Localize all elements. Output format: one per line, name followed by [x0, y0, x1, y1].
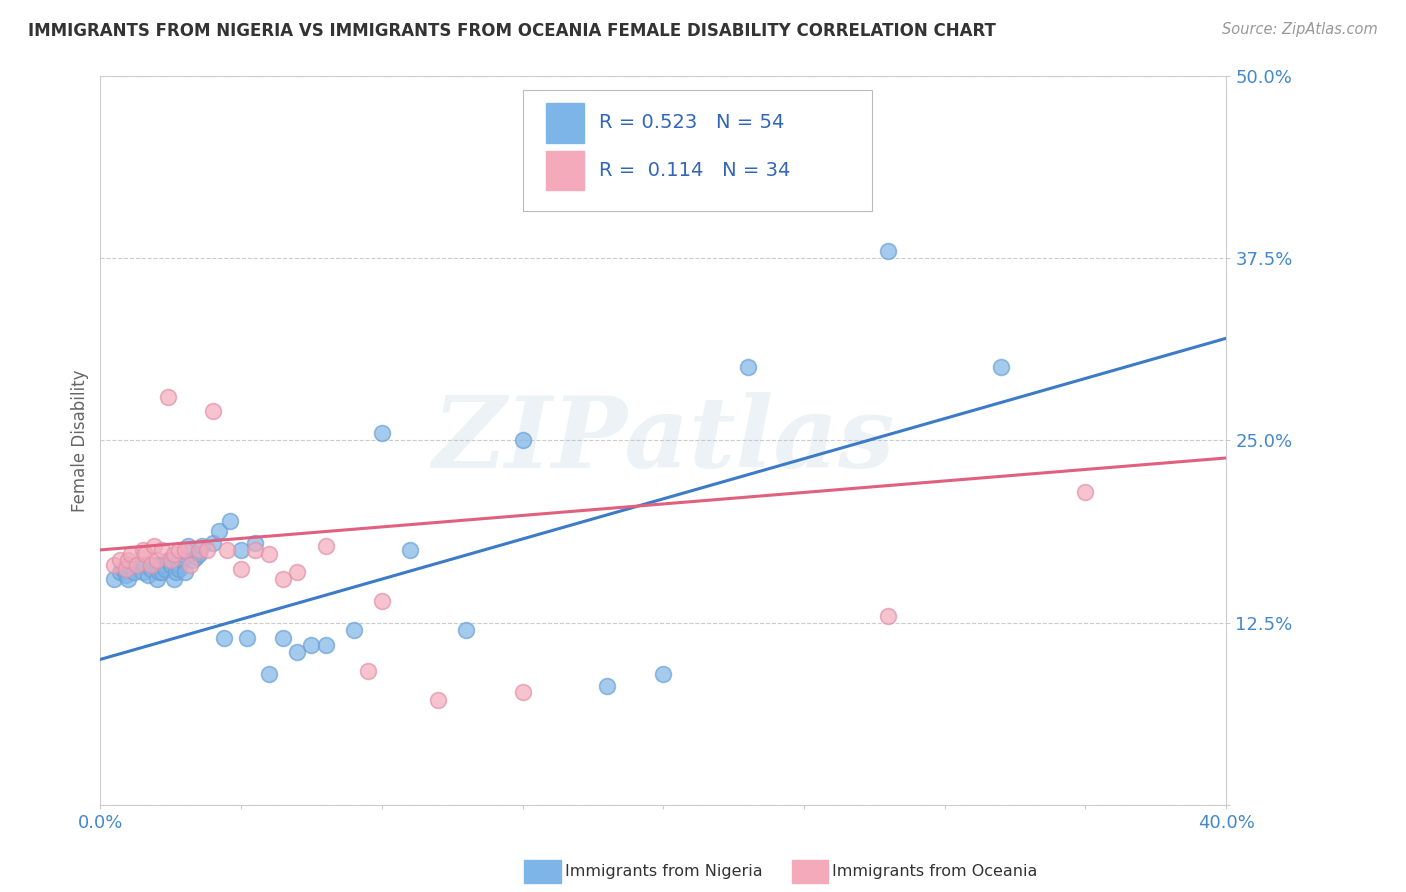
Point: [243, 543, 266, 558]
FancyBboxPatch shape: [523, 90, 872, 211]
Point: [596, 679, 619, 693]
Point: [212, 631, 235, 645]
Point: [243, 535, 266, 549]
Point: [108, 553, 131, 567]
Point: [120, 547, 142, 561]
Point: [184, 550, 207, 565]
Point: [142, 539, 165, 553]
Point: [287, 565, 309, 579]
Point: [315, 539, 337, 553]
Point: [117, 558, 139, 572]
Text: R =  0.114   N = 34: R = 0.114 N = 34: [599, 161, 790, 180]
Point: [150, 543, 173, 558]
Point: [427, 693, 450, 707]
Point: [145, 553, 167, 567]
Text: IMMIGRANTS FROM NIGERIA VS IMMIGRANTS FROM OCEANIA FEMALE DISABILITY CORRELATION: IMMIGRANTS FROM NIGERIA VS IMMIGRANTS FR…: [28, 22, 995, 40]
Point: [652, 667, 675, 681]
Point: [877, 608, 900, 623]
Point: [201, 404, 224, 418]
Point: [148, 565, 170, 579]
Point: [125, 558, 148, 572]
Point: [117, 572, 139, 586]
Point: [187, 543, 209, 558]
Point: [156, 553, 179, 567]
Point: [371, 594, 394, 608]
Point: [153, 562, 176, 576]
Point: [181, 553, 204, 567]
Point: [512, 434, 534, 448]
Point: [134, 558, 156, 572]
Point: [173, 565, 195, 579]
Text: Immigrants from Nigeria: Immigrants from Nigeria: [565, 864, 763, 879]
Point: [229, 562, 252, 576]
Point: [145, 572, 167, 586]
Point: [162, 572, 184, 586]
Point: [136, 567, 159, 582]
Point: [287, 645, 309, 659]
Point: [156, 390, 179, 404]
Point: [271, 631, 294, 645]
Point: [173, 543, 195, 558]
Point: [159, 558, 181, 572]
Point: [1074, 484, 1097, 499]
Point: [179, 558, 201, 572]
Point: [122, 565, 145, 579]
FancyBboxPatch shape: [546, 151, 585, 190]
Text: R = 0.523   N = 54: R = 0.523 N = 54: [599, 113, 785, 132]
Point: [111, 562, 134, 576]
Point: [315, 638, 337, 652]
Point: [271, 572, 294, 586]
Point: [114, 567, 136, 582]
Point: [512, 684, 534, 698]
Point: [142, 558, 165, 572]
Point: [195, 543, 218, 558]
Point: [162, 547, 184, 561]
Point: [167, 558, 190, 572]
Point: [301, 638, 323, 652]
Point: [990, 360, 1012, 375]
Point: [187, 547, 209, 561]
Point: [134, 547, 156, 561]
Point: [190, 539, 212, 553]
Point: [371, 426, 394, 441]
Point: [131, 565, 153, 579]
Point: [207, 524, 229, 538]
Point: [167, 562, 190, 576]
Point: [737, 360, 759, 375]
Point: [201, 535, 224, 549]
Point: [150, 558, 173, 572]
Point: [343, 624, 366, 638]
Point: [139, 558, 162, 572]
Point: [170, 553, 193, 567]
Text: Source: ZipAtlas.com: Source: ZipAtlas.com: [1222, 22, 1378, 37]
Point: [877, 244, 900, 258]
Point: [257, 547, 280, 561]
Point: [150, 565, 173, 579]
Point: [257, 667, 280, 681]
Point: [176, 539, 198, 553]
Point: [108, 565, 131, 579]
Text: Immigrants from Oceania: Immigrants from Oceania: [832, 864, 1038, 879]
Point: [139, 562, 162, 576]
Point: [103, 558, 125, 572]
Point: [235, 631, 257, 645]
Point: [229, 543, 252, 558]
Text: ZIPatlas: ZIPatlas: [432, 392, 894, 489]
Point: [357, 664, 380, 678]
Point: [215, 543, 238, 558]
Point: [117, 553, 139, 567]
Point: [125, 558, 148, 572]
Point: [399, 543, 422, 558]
Y-axis label: Female Disability: Female Disability: [72, 369, 89, 512]
Point: [159, 553, 181, 567]
Point: [114, 562, 136, 576]
Point: [456, 624, 478, 638]
FancyBboxPatch shape: [546, 103, 585, 143]
Point: [103, 572, 125, 586]
Point: [145, 558, 167, 572]
Point: [218, 514, 240, 528]
Point: [131, 543, 153, 558]
Point: [165, 565, 187, 579]
Point: [167, 543, 190, 558]
